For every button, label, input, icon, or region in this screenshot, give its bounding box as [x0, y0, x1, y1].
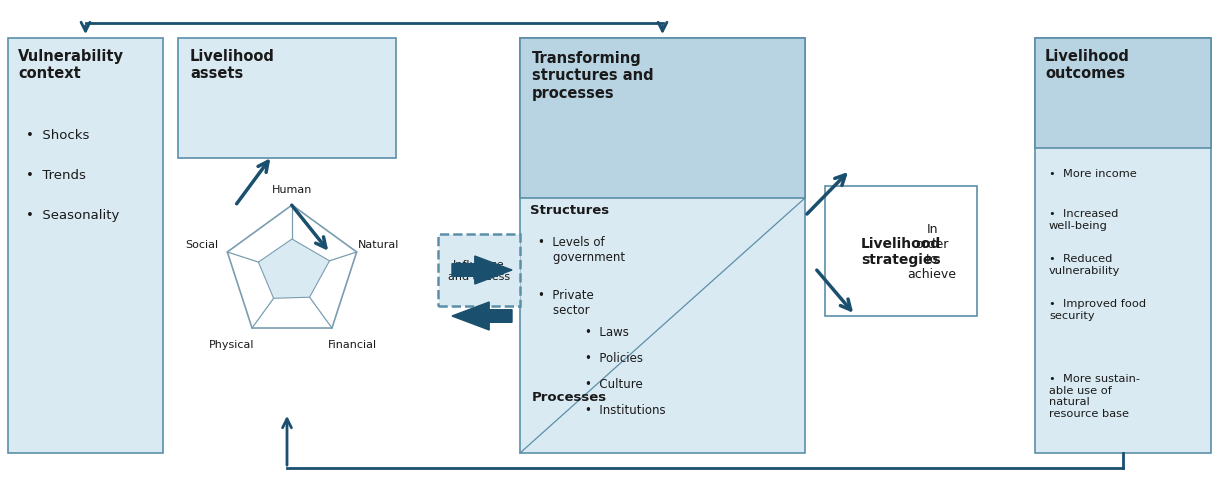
Polygon shape — [452, 257, 512, 285]
Text: •  Reduced
vulnerability: • Reduced vulnerability — [1050, 253, 1120, 275]
Text: Livelihood
assets: Livelihood assets — [190, 49, 274, 81]
Polygon shape — [227, 205, 357, 328]
Bar — [521, 39, 805, 199]
Polygon shape — [452, 303, 512, 330]
Text: •  Shocks: • Shocks — [26, 129, 89, 142]
Bar — [178, 39, 396, 159]
Text: •  More sustain-
able use of
natural
resource base: • More sustain- able use of natural reso… — [1050, 373, 1140, 418]
Text: •  Culture: • Culture — [585, 377, 642, 390]
Text: Transforming
structures and
processes: Transforming structures and processes — [531, 51, 653, 101]
Text: Financial: Financial — [328, 339, 377, 349]
Text: Vulnerability
context: Vulnerability context — [18, 49, 124, 81]
Text: In
order
to
achieve: In order to achieve — [907, 223, 957, 281]
Text: Human: Human — [272, 184, 312, 195]
Bar — [1035, 39, 1210, 149]
Text: Physical: Physical — [210, 339, 255, 349]
Text: Livelihood
strategies: Livelihood strategies — [861, 236, 941, 266]
Text: Social: Social — [185, 240, 218, 249]
Text: •  Seasonality: • Seasonality — [26, 208, 119, 222]
Text: •  Trends: • Trends — [26, 169, 85, 182]
Text: •  Increased
well-being: • Increased well-being — [1050, 208, 1118, 230]
Bar — [438, 235, 521, 306]
Text: Livelihood
outcomes: Livelihood outcomes — [1045, 49, 1130, 81]
Text: Influence
and access: Influence and access — [447, 260, 510, 281]
Text: •  Improved food
security: • Improved food security — [1050, 298, 1146, 320]
Text: •  Private
    sector: • Private sector — [538, 288, 594, 316]
Text: Natural: Natural — [358, 240, 400, 249]
Text: •  Laws: • Laws — [585, 325, 629, 338]
Bar — [9, 39, 163, 453]
Text: •  Policies: • Policies — [585, 351, 642, 364]
Text: •  More income: • More income — [1050, 169, 1137, 179]
Text: Processes: Processes — [531, 390, 607, 403]
Text: Structures: Structures — [530, 203, 610, 217]
Bar — [521, 39, 805, 453]
Text: •  Levels of
    government: • Levels of government — [538, 236, 625, 264]
Polygon shape — [258, 240, 329, 299]
Text: •  Institutions: • Institutions — [585, 403, 666, 416]
Bar — [825, 186, 976, 316]
Bar — [1035, 39, 1210, 453]
